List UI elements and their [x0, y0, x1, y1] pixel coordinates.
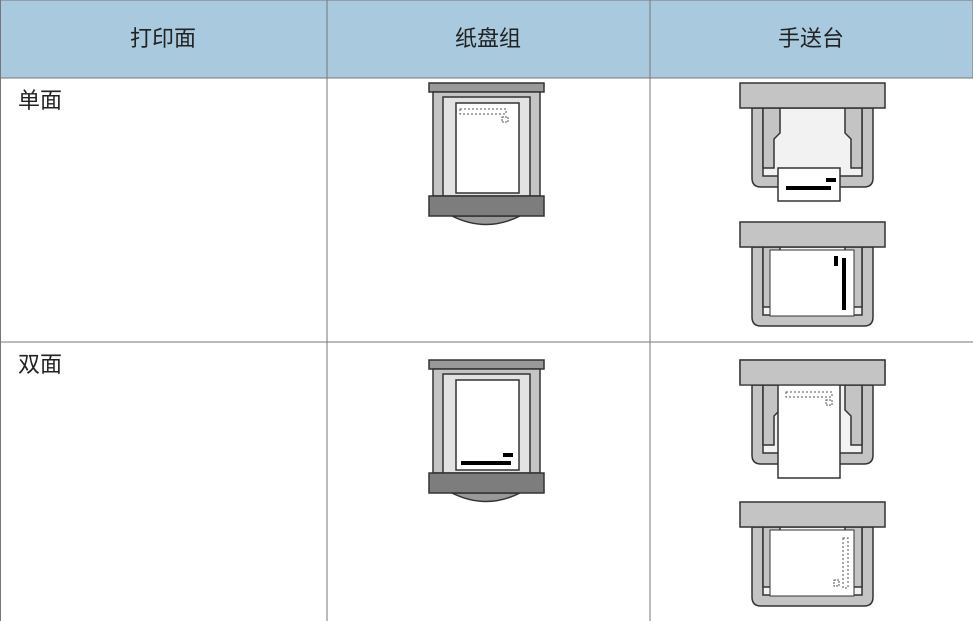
row-label: 双面 [18, 353, 62, 378]
bypass-icon [739, 221, 886, 327]
tray-icon [428, 82, 545, 226]
bypass-icon [739, 82, 886, 202]
row-label: 单面 [18, 89, 62, 114]
tray-icon [428, 359, 545, 503]
bypass-icon [739, 359, 886, 479]
bypass-icon [739, 501, 886, 607]
header-cell: 打印面 [130, 27, 196, 52]
header-row [0, 0, 973, 79]
header-cell: 纸盘组 [455, 27, 521, 52]
header-cell: 手送台 [778, 27, 844, 52]
